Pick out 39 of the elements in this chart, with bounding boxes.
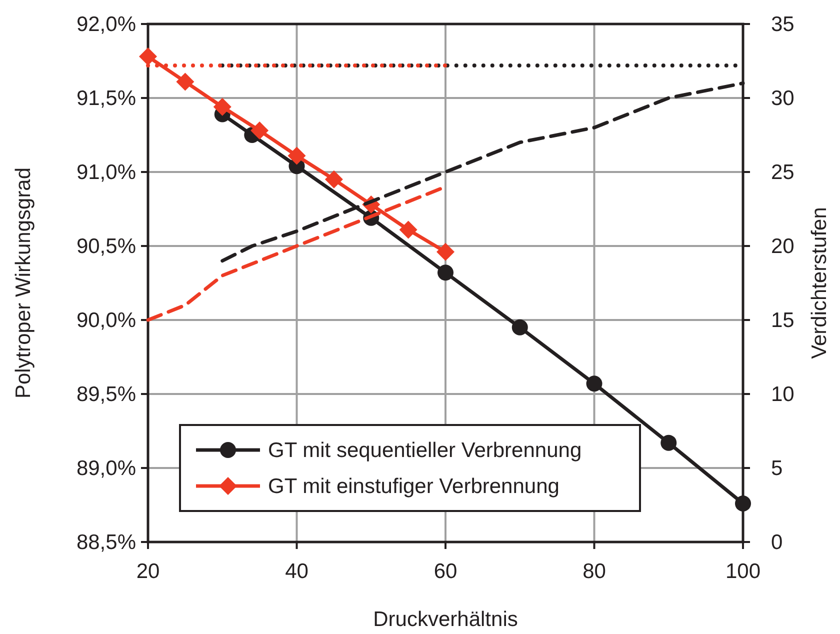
y2-tick-label: 15 — [771, 309, 794, 332]
point — [735, 496, 751, 512]
y2-axis-title: Verdichterstufen — [808, 207, 831, 359]
point — [213, 98, 232, 116]
y-tick-label: 88,5% — [76, 531, 136, 554]
point — [660, 434, 677, 451]
y2-tick-label: 20 — [771, 235, 794, 258]
x-tick-label: 80 — [582, 560, 606, 583]
y-axis-title: Polytroper Wirkungsgrad — [12, 167, 35, 399]
legend-label: GT mit einstufiger Verbrennung — [268, 475, 560, 498]
y-tick-label: 89,5% — [76, 383, 136, 406]
y-tick-label: 90,5% — [76, 235, 136, 258]
y-tick-label: 90,0% — [76, 309, 136, 332]
y2-tick-label: 25 — [771, 161, 794, 184]
y-tick-label: 91,0% — [76, 161, 136, 184]
point — [250, 122, 269, 140]
point — [399, 220, 418, 239]
point — [139, 48, 157, 66]
y2-tick-label: 30 — [771, 87, 794, 110]
y-tick-label: 91,5% — [76, 87, 136, 110]
point — [288, 146, 306, 165]
y2-tick-label: 10 — [771, 383, 794, 406]
x-tick-label: 100 — [725, 560, 761, 583]
x-tick-label: 20 — [136, 560, 160, 583]
y-tick-label: 92,0% — [76, 13, 136, 36]
legend-label: GT mit sequentieller Verbrennung — [268, 439, 582, 462]
point — [586, 376, 602, 392]
point — [436, 242, 454, 261]
y2-tick-label: 5 — [771, 457, 783, 480]
point — [324, 170, 343, 188]
point — [438, 264, 454, 281]
y-tick-label: 89,0% — [76, 457, 136, 480]
x-axis-title: Druckverhältnis — [373, 608, 518, 631]
x-tick-label: 40 — [285, 560, 308, 583]
x-tick-label: 60 — [434, 560, 458, 583]
y2-tick-label: 0 — [771, 531, 783, 554]
point — [512, 319, 528, 336]
point — [176, 72, 194, 91]
y2-tick-label: 35 — [771, 13, 794, 36]
